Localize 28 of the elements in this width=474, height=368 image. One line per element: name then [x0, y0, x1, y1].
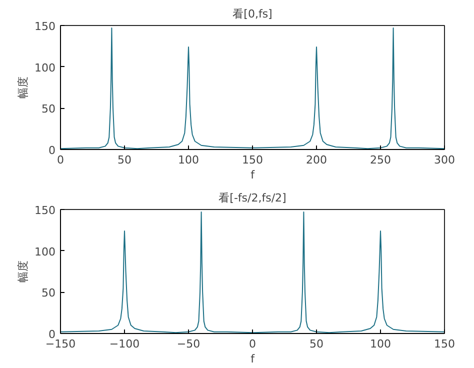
y-tick-label: 150	[34, 20, 56, 33]
x-tick-label: 50	[118, 154, 132, 166]
chart-title: 看[-fs/2,fs/2]	[218, 192, 286, 204]
x-tick-label: 100	[178, 154, 199, 166]
x-tick-label: 150	[242, 154, 263, 166]
chart-title: 看[0,fs]	[232, 8, 272, 20]
x-tick-label: 200	[306, 154, 327, 166]
line-series	[60, 211, 444, 334]
x-tick-label: 150	[434, 338, 455, 350]
y-tick-label: 100	[34, 61, 56, 74]
y-tick-label: 100	[34, 245, 56, 258]
x-tick-label: −50	[176, 338, 200, 350]
y-tick-label: 150	[34, 204, 56, 217]
x-tick-label: 0	[57, 154, 64, 166]
y-tick-label: 50	[42, 286, 56, 300]
x-tick-label: 50	[310, 338, 324, 350]
x-tick-label: 300	[434, 154, 455, 166]
x-tick-label: 100	[370, 338, 391, 350]
y-axis-title: 幅度	[16, 260, 30, 282]
y-tick-label: 0	[48, 144, 56, 157]
y-axis-title: 幅度	[16, 76, 30, 98]
x-tick-label: 250	[370, 154, 391, 166]
x-axis-title: f	[250, 168, 256, 182]
x-axis-title: f	[250, 352, 256, 366]
y-tick-label: 50	[42, 102, 56, 116]
x-tick-label: 0	[249, 338, 256, 350]
line-series	[60, 27, 444, 150]
x-tick-label: −100	[109, 338, 140, 350]
